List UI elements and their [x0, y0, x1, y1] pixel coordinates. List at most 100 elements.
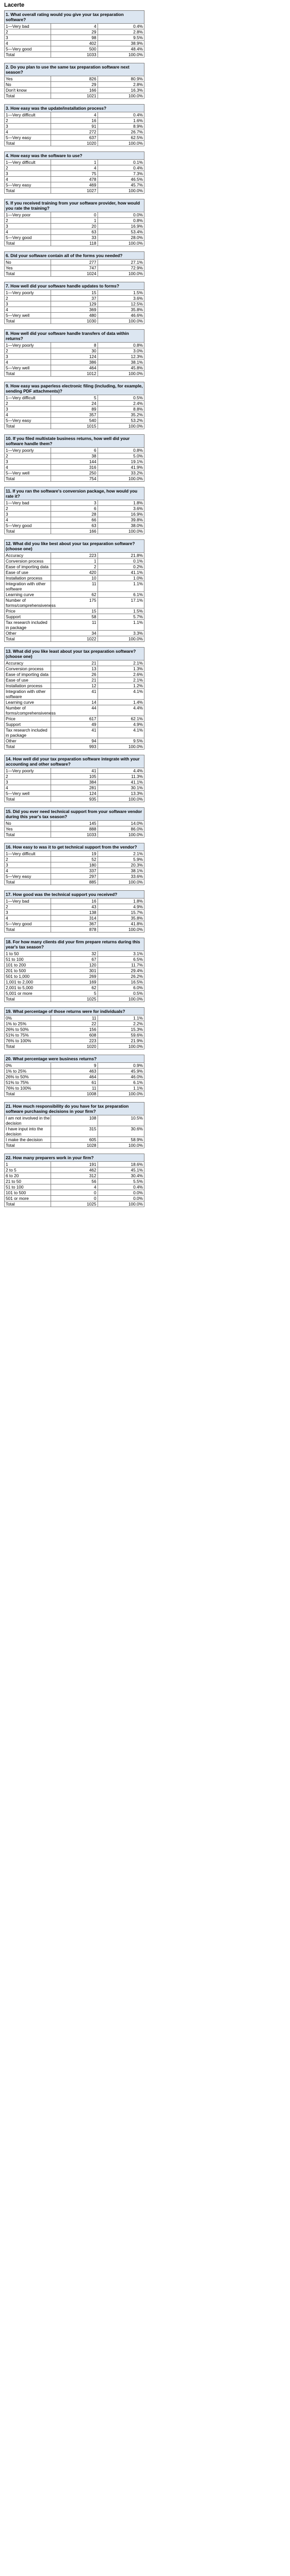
table-row: 5—Very good 500 48.4% — [4, 46, 145, 52]
response-percent: 80.9% — [97, 76, 145, 82]
table-row: 26% to 50% 464 46.0% — [4, 1074, 145, 1080]
table-row: I am not involved in the decision 108 10.5… — [4, 1115, 145, 1126]
table-row: 2 4 0.4% — [4, 165, 145, 171]
response-count: 754 — [51, 476, 98, 482]
response-count: 11 — [51, 1085, 98, 1091]
response-count: 367 — [51, 921, 98, 927]
table-row: No 29 2.8% — [4, 81, 145, 88]
answer-label: Don't know — [4, 87, 52, 93]
table-row: Support 58 5.7% — [4, 614, 145, 620]
answer-label: Yes — [4, 826, 52, 832]
question-text: 11. If you ran the software's conversion… — [4, 487, 144, 500]
response-percent: 45.1% — [97, 1167, 145, 1173]
table-row: 4 337 38.1% — [4, 868, 145, 874]
section-spacer — [4, 1002, 290, 1007]
response-count: 118 — [51, 240, 98, 246]
response-count: 463 — [51, 1068, 98, 1074]
answer-label: Total — [4, 1043, 52, 1049]
response-percent: 8.8% — [97, 406, 145, 412]
response-percent: 1.3% — [97, 666, 145, 672]
table-row: 3 20 16.9% — [4, 223, 145, 229]
response-percent: 100.0% — [97, 832, 145, 838]
question-text: 13. What did you like least about your t… — [4, 647, 144, 660]
table-row: 2 24 2.4% — [4, 400, 145, 406]
response-percent: 5.0% — [97, 453, 145, 459]
answer-label: 501 to 1,000 — [4, 973, 52, 979]
response-percent: 30.6% — [97, 1126, 145, 1137]
table-row: 3 98 9.5% — [4, 35, 145, 41]
response-count: 14 — [51, 699, 98, 705]
table-row: Yes 888 86.0% — [4, 826, 145, 832]
response-count: 124 — [51, 790, 98, 796]
question-row: 17. How good was the technical support y… — [4, 890, 144, 899]
answer-label: 5—Very easy — [4, 134, 52, 141]
response-percent: 18.6% — [97, 1161, 145, 1167]
table-row: 1—Very difficult 4 0.4% — [4, 112, 145, 118]
table-row: 1—Very poorly 15 1.5% — [4, 290, 145, 296]
answer-label: Integration with other software — [4, 581, 52, 592]
response-count: 747 — [51, 265, 98, 271]
answer-label: 4 — [4, 517, 52, 523]
response-percent: 28.0% — [97, 234, 145, 241]
response-percent: 41.8% — [97, 921, 145, 927]
response-percent: 0.0% — [97, 1190, 145, 1196]
response-percent: 26.2% — [97, 973, 145, 979]
answer-label: 2 — [4, 295, 52, 301]
table-row: Installation process 10 1.0% — [4, 575, 145, 581]
response-percent: 0.4% — [97, 23, 145, 29]
section-spacer — [4, 838, 290, 843]
table-row: 4 281 30.1% — [4, 785, 145, 791]
response-percent: 1.1% — [97, 581, 145, 592]
response-count: 1022 — [51, 636, 98, 642]
answer-label: 3 — [4, 909, 52, 916]
answer-label: 1% to 25% — [4, 1068, 52, 1074]
response-count: 337 — [51, 868, 98, 874]
response-count: 66 — [51, 517, 98, 523]
response-percent: 100.0% — [97, 188, 145, 194]
answer-label: 5,001 or more — [4, 990, 52, 996]
table-row: Other 94 9.5% — [4, 738, 145, 744]
answer-label: Total — [4, 528, 52, 534]
response-percent: 100.0% — [97, 996, 145, 1002]
answer-label: Total — [4, 318, 52, 324]
table-row: 3 138 15.7% — [4, 909, 145, 916]
response-percent: 100.0% — [97, 476, 145, 482]
answer-label: 5—Very well — [4, 790, 52, 796]
answer-label: Conversion process — [4, 666, 52, 672]
survey-question-table: 11. If you ran the software's conversion… — [4, 487, 145, 534]
response-percent: 6.1% — [97, 1079, 145, 1086]
answer-label: 0% — [4, 1015, 52, 1021]
table-row: Tax research included in package 11 1.1% — [4, 619, 145, 631]
table-row: 101 to 200 120 11.7% — [4, 962, 145, 968]
response-percent: 1.1% — [97, 1085, 145, 1091]
response-percent: 7.3% — [97, 171, 145, 177]
answer-label: 1—Very poorly — [4, 447, 52, 453]
question-row: 11. If you ran the software's conversion… — [4, 487, 144, 500]
answer-label: 3 — [4, 301, 52, 307]
table-row: 4 272 26.7% — [4, 129, 145, 135]
survey-question-table: 10. If you filed multistate business ret… — [4, 434, 145, 482]
answer-label: 3 — [4, 862, 52, 868]
question-row: 21. How much responsibility do you have … — [4, 1102, 144, 1115]
table-row: 2 29 2.8% — [4, 29, 145, 35]
response-count: 1025 — [51, 996, 98, 1002]
response-percent: 10.5% — [97, 1115, 145, 1126]
response-percent: 20.3% — [97, 862, 145, 868]
response-percent: 9.5% — [97, 35, 145, 41]
answer-label: 1—Very difficult — [4, 159, 52, 165]
answer-label: Price — [4, 716, 52, 722]
response-count: 41 — [51, 727, 98, 738]
answer-label: 3 — [4, 779, 52, 785]
table-row: 201 to 500 301 29.4% — [4, 968, 145, 974]
response-count: 191 — [51, 1161, 98, 1167]
total-row: Total 1027 100.0% — [4, 188, 145, 194]
response-count: 540 — [51, 417, 98, 423]
survey-question-table: 18. For how many clients did your firm p… — [4, 938, 145, 1002]
table-row: 1—Very bad 3 1.8% — [4, 500, 145, 506]
response-count: 138 — [51, 909, 98, 916]
total-row: Total 1033 100.0% — [4, 832, 145, 838]
response-count: 386 — [51, 359, 98, 365]
answer-label: 501 or more — [4, 1195, 52, 1201]
response-percent: 0.5% — [97, 395, 145, 401]
table-row: 2 30 3.0% — [4, 348, 145, 354]
